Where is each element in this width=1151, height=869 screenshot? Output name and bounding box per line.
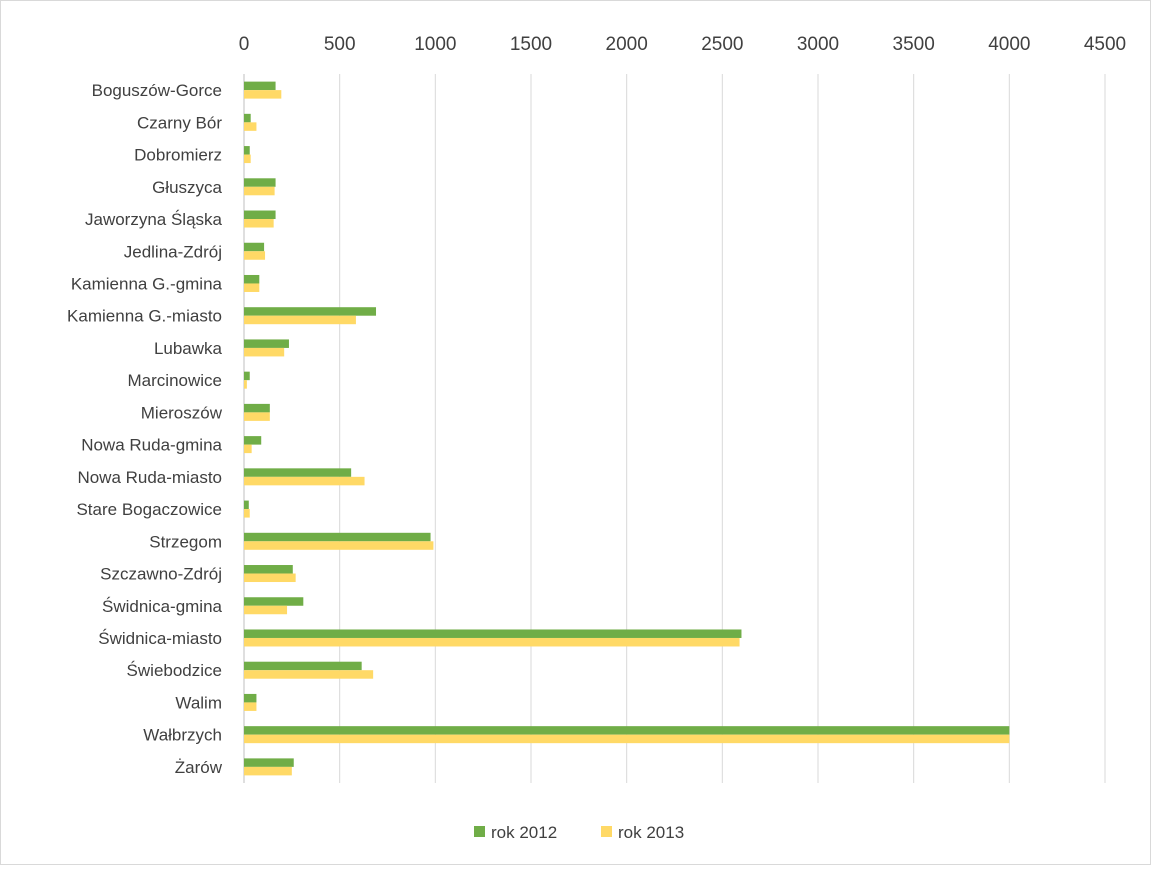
category-label: Szczawno-Zdrój xyxy=(100,565,222,584)
bar-rok-2013 xyxy=(244,347,285,357)
category-label: Świdnica-gmina xyxy=(102,597,223,616)
bar-rok-2012 xyxy=(244,242,265,252)
x-tick-label: 500 xyxy=(324,34,356,55)
x-tick-label: 2000 xyxy=(606,34,648,55)
bar-rok-2012 xyxy=(244,532,431,542)
legend-swatch xyxy=(474,826,485,837)
bar-rok-2012 xyxy=(244,726,1010,735)
bar-rok-2013 xyxy=(244,315,356,325)
category-label: Strzegom xyxy=(149,532,222,551)
category-label: Lubawka xyxy=(154,339,223,358)
x-tick-label: 0 xyxy=(239,34,250,55)
bar-rok-2013 xyxy=(244,122,257,131)
category-label: Marcinowice xyxy=(128,371,222,390)
bar-rok-2013 xyxy=(244,444,252,454)
x-tick-label: 3500 xyxy=(893,34,935,55)
category-label: Żarów xyxy=(175,758,223,777)
category-label: Mieroszów xyxy=(141,403,223,422)
bar-rok-2013 xyxy=(244,251,266,260)
legend: rok 2012 rok 2013 xyxy=(474,823,684,842)
bar-rok-2013 xyxy=(244,476,365,486)
bar-rok-2012 xyxy=(244,371,250,381)
x-tick-label: 1500 xyxy=(510,34,552,55)
bar-rok-2013 xyxy=(244,219,274,228)
bar-rok-2012 xyxy=(244,113,251,123)
bar-rok-2012 xyxy=(244,81,276,91)
category-label: Boguszów-Gorce xyxy=(92,81,222,100)
category-label: Kamienna G.-gmina xyxy=(71,274,223,293)
legend-label: rok 2013 xyxy=(618,823,684,842)
bar-rok-2013 xyxy=(244,541,434,550)
category-label: Dobromierz xyxy=(134,146,222,165)
x-tick-label: 4500 xyxy=(1084,34,1126,55)
bars xyxy=(244,81,1010,776)
category-label: Głuszyca xyxy=(152,178,222,197)
bar-rok-2012 xyxy=(244,178,276,187)
x-tick-label: 1000 xyxy=(414,34,456,55)
bar-rok-2013 xyxy=(244,702,257,711)
bar-rok-2013 xyxy=(244,154,251,164)
bar-rok-2012 xyxy=(244,339,289,348)
bar-rok-2012 xyxy=(244,436,262,445)
x-tick-label: 2500 xyxy=(701,34,743,55)
bar-rok-2012 xyxy=(244,597,304,606)
bar-rok-2012 xyxy=(244,565,293,574)
category-label: Stare Bogaczowice xyxy=(76,500,222,519)
bar-rok-2013 xyxy=(244,186,275,196)
bar-rok-2013 xyxy=(244,766,292,776)
x-tick-label: 4000 xyxy=(988,34,1030,55)
category-label: Nowa Ruda-gmina xyxy=(81,436,222,455)
x-axis-tick-labels: 0 500 1000 1500 2000 2500 3000 3500 4000 4500 xyxy=(239,34,1126,55)
bar-rok-2013 xyxy=(244,380,247,389)
legend-label: rok 2012 xyxy=(491,823,557,842)
bar-rok-2012 xyxy=(244,403,270,413)
bar-rok-2013 xyxy=(244,605,288,615)
bar-rok-2013 xyxy=(244,283,260,292)
bar-rok-2013 xyxy=(244,670,374,679)
bar-rok-2013 xyxy=(244,90,282,99)
category-label: Świebodzice xyxy=(127,661,222,680)
bar-rok-2013 xyxy=(244,509,250,518)
bar-rok-2012 xyxy=(244,468,352,477)
bar-rok-2012 xyxy=(244,210,276,220)
bar-rok-2013 xyxy=(244,573,296,583)
legend-swatch xyxy=(601,826,612,837)
bar-rok-2012 xyxy=(244,629,742,638)
bar-rok-2013 xyxy=(244,412,270,421)
category-label: Walim xyxy=(175,693,222,712)
bar-rok-2012 xyxy=(244,693,257,703)
bar-rok-2013 xyxy=(244,637,740,647)
category-label: Kamienna G.-miasto xyxy=(67,307,222,326)
bar-rok-2012 xyxy=(244,758,294,767)
category-label: Jaworzyna Śląska xyxy=(85,210,223,229)
category-label: Wałbrzych xyxy=(143,726,222,745)
category-label: Świdnica-miasto xyxy=(98,629,222,648)
category-label: Czarny Bór xyxy=(137,113,222,132)
bar-rok-2012 xyxy=(244,500,249,510)
category-label: Jedlina-Zdrój xyxy=(124,242,222,261)
x-tick-label: 3000 xyxy=(797,34,839,55)
bar-rok-2012 xyxy=(244,274,260,284)
bar-rok-2012 xyxy=(244,146,250,155)
bar-rok-2012 xyxy=(244,307,377,316)
gridlines xyxy=(243,74,1106,783)
category-label: Nowa Ruda-miasto xyxy=(77,468,222,487)
bar-rok-2013 xyxy=(244,734,1010,744)
bar-rok-2012 xyxy=(244,661,362,671)
category-labels: Boguszów-Gorce Czarny Bór Dobromierz Głuszy… xyxy=(67,81,223,777)
